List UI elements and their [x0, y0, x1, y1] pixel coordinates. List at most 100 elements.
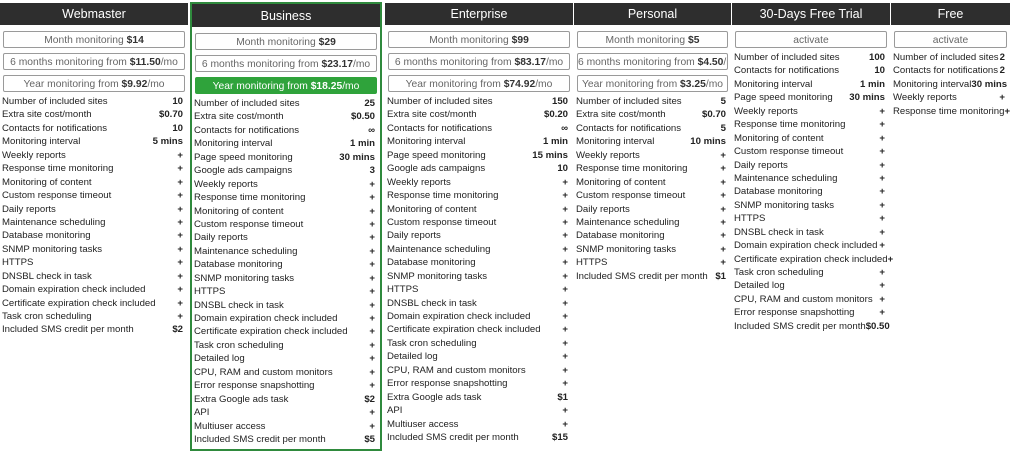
feature-value: 1 min	[542, 136, 568, 148]
feature-value: $0.50	[865, 320, 890, 332]
feature-row: Weekly reports +	[732, 105, 890, 118]
feature-value: ∞	[368, 124, 375, 136]
feature-value: +	[177, 297, 183, 309]
feature-row: Included SMS credit per month $0.50	[732, 320, 890, 333]
billing-option-button[interactable]: 6 months monitoring from $23.17/mo	[195, 55, 377, 72]
billing-option-button[interactable]: Year monitoring from $9.92/mo	[3, 75, 185, 92]
feature-row: Custom response timeout +	[385, 216, 573, 229]
feature-value: 10	[172, 122, 183, 134]
feature-value: +	[369, 407, 375, 419]
billing-option-price: $83.17	[514, 57, 546, 68]
feature-value: +	[879, 105, 885, 117]
feature-row: Contacts for notifications ∞	[385, 122, 573, 135]
feature-label: HTTPS	[387, 284, 419, 296]
feature-value: +	[879, 267, 885, 278]
feature-label: Maintenance scheduling	[194, 245, 298, 257]
feature-label: Daily reports	[387, 230, 441, 242]
plan-name: Webmaster	[0, 3, 188, 25]
feature-row: Google ads campaigns 10	[385, 162, 573, 175]
feature-label: Monitoring interval	[2, 136, 81, 148]
feature-value: +	[879, 199, 885, 211]
feature-label: Database monitoring	[2, 230, 91, 242]
feature-value: 3	[369, 165, 375, 177]
billing-option-button[interactable]: Year monitoring from $74.92/mo	[388, 75, 570, 92]
activate-button[interactable]: activate	[894, 31, 1007, 48]
feature-value: 10 mins	[690, 136, 726, 148]
billing-option-price: $23.17	[321, 59, 353, 70]
feature-value: 100	[868, 52, 885, 63]
feature-row: Extra site cost/month $0.70	[0, 108, 188, 121]
feature-value: +	[720, 243, 726, 255]
feature-row: Database monitoring +	[574, 229, 731, 242]
feature-label: Extra site cost/month	[2, 109, 92, 121]
feature-value: +	[562, 203, 568, 215]
feature-label: Contacts for notifications	[576, 122, 682, 134]
feature-row: Number of included sites 100	[732, 51, 890, 64]
feature-label: Contacts for notifications	[387, 122, 493, 134]
activate-button[interactable]: activate	[735, 31, 887, 48]
feature-row: Maintenance scheduling +	[385, 243, 573, 256]
billing-option-button[interactable]: Year monitoring from $3.25/mo	[577, 75, 728, 92]
feature-value: +	[177, 284, 183, 296]
feature-value: +	[177, 270, 183, 282]
feature-row: Contacts for notifications 10	[0, 122, 188, 135]
feature-value: +	[177, 203, 183, 215]
feature-value: +	[369, 205, 375, 217]
feature-label: Google ads campaigns	[194, 165, 293, 177]
feature-value: +	[720, 163, 726, 175]
feature-value: +	[562, 297, 568, 309]
feature-value: +	[369, 380, 375, 392]
feature-row: Weekly reports +	[574, 149, 731, 162]
billing-option-button[interactable]: 6 months monitoring from $83.17/mo	[388, 53, 570, 70]
feature-value: +	[720, 203, 726, 215]
feature-value: +	[177, 243, 183, 255]
billing-option-price: $29	[318, 37, 336, 48]
feature-label: Custom response timeout	[387, 216, 497, 228]
feature-value: +	[1004, 105, 1011, 117]
feature-label: Custom response timeout	[576, 190, 686, 202]
plan-name: Business	[192, 4, 380, 27]
feature-value: +	[887, 253, 894, 265]
billing-option-button[interactable]: 6 months monitoring from $11.50/mo	[3, 53, 185, 70]
billing-option-button[interactable]: Month monitoring $29	[195, 33, 377, 50]
feature-row: SNMP monitoring tasks +	[385, 270, 573, 283]
feature-value: +	[369, 313, 375, 324]
feature-row: HTTPS +	[0, 256, 188, 269]
feature-value: +	[369, 245, 375, 257]
feature-label: Error response snapshotting	[194, 380, 315, 392]
billing-option-suffix: /mo	[342, 81, 360, 92]
billing-option-text: activate	[932, 35, 969, 46]
billing-option-button[interactable]: Month monitoring $14	[3, 31, 185, 48]
feature-label: CPU, RAM and custom monitors	[387, 364, 526, 376]
billing-option-button[interactable]: Year monitoring from $18.25/mo	[195, 77, 377, 94]
billing-option-button[interactable]: Month monitoring $5	[577, 31, 728, 48]
feature-value: 1 min	[859, 78, 885, 90]
feature-label: SNMP monitoring tasks	[734, 199, 835, 211]
feature-label: SNMP monitoring tasks	[387, 270, 488, 282]
billing-option-button[interactable]: 6 months monitoring from $4.50/mo	[577, 53, 728, 70]
feature-label: Monitoring of content	[576, 176, 666, 188]
feature-label: Included SMS credit per month	[734, 320, 866, 332]
feature-value: +	[177, 216, 183, 228]
feature-label: Weekly reports	[194, 178, 258, 190]
billing-option-button[interactable]: Month monitoring $99	[388, 31, 570, 48]
plan-column-business: Business Month monitoring $29 6 months mon…	[190, 2, 382, 451]
feature-row: Number of included sites 5	[574, 95, 731, 108]
feature-list: Number of included sites 2 Contacts for no…	[891, 51, 1010, 118]
feature-value: +	[720, 149, 726, 161]
feature-row: Page speed monitoring 30 mins	[732, 91, 890, 104]
feature-row: SNMP monitoring tasks +	[0, 243, 188, 256]
billing-option-text: 6 months monitoring from	[10, 57, 130, 68]
billing-option-suffix: /mo	[545, 57, 564, 68]
feature-row: Custom response timeout +	[732, 145, 890, 158]
feature-row: Domain expiration check included +	[385, 310, 573, 323]
plan-column-free: Free activate Number of included sites 2 Con…	[891, 3, 1010, 118]
feature-label: Multiuser access	[387, 418, 459, 430]
feature-row: Monitoring interval 1 min	[732, 78, 890, 91]
feature-row: Error response snapshotting +	[385, 377, 573, 390]
feature-label: Error response snapshotting	[387, 378, 508, 390]
feature-value: +	[177, 311, 183, 322]
feature-row: Certificate expiration check included +	[0, 297, 188, 310]
feature-value: +	[177, 149, 183, 161]
feature-value: 5	[720, 96, 726, 107]
